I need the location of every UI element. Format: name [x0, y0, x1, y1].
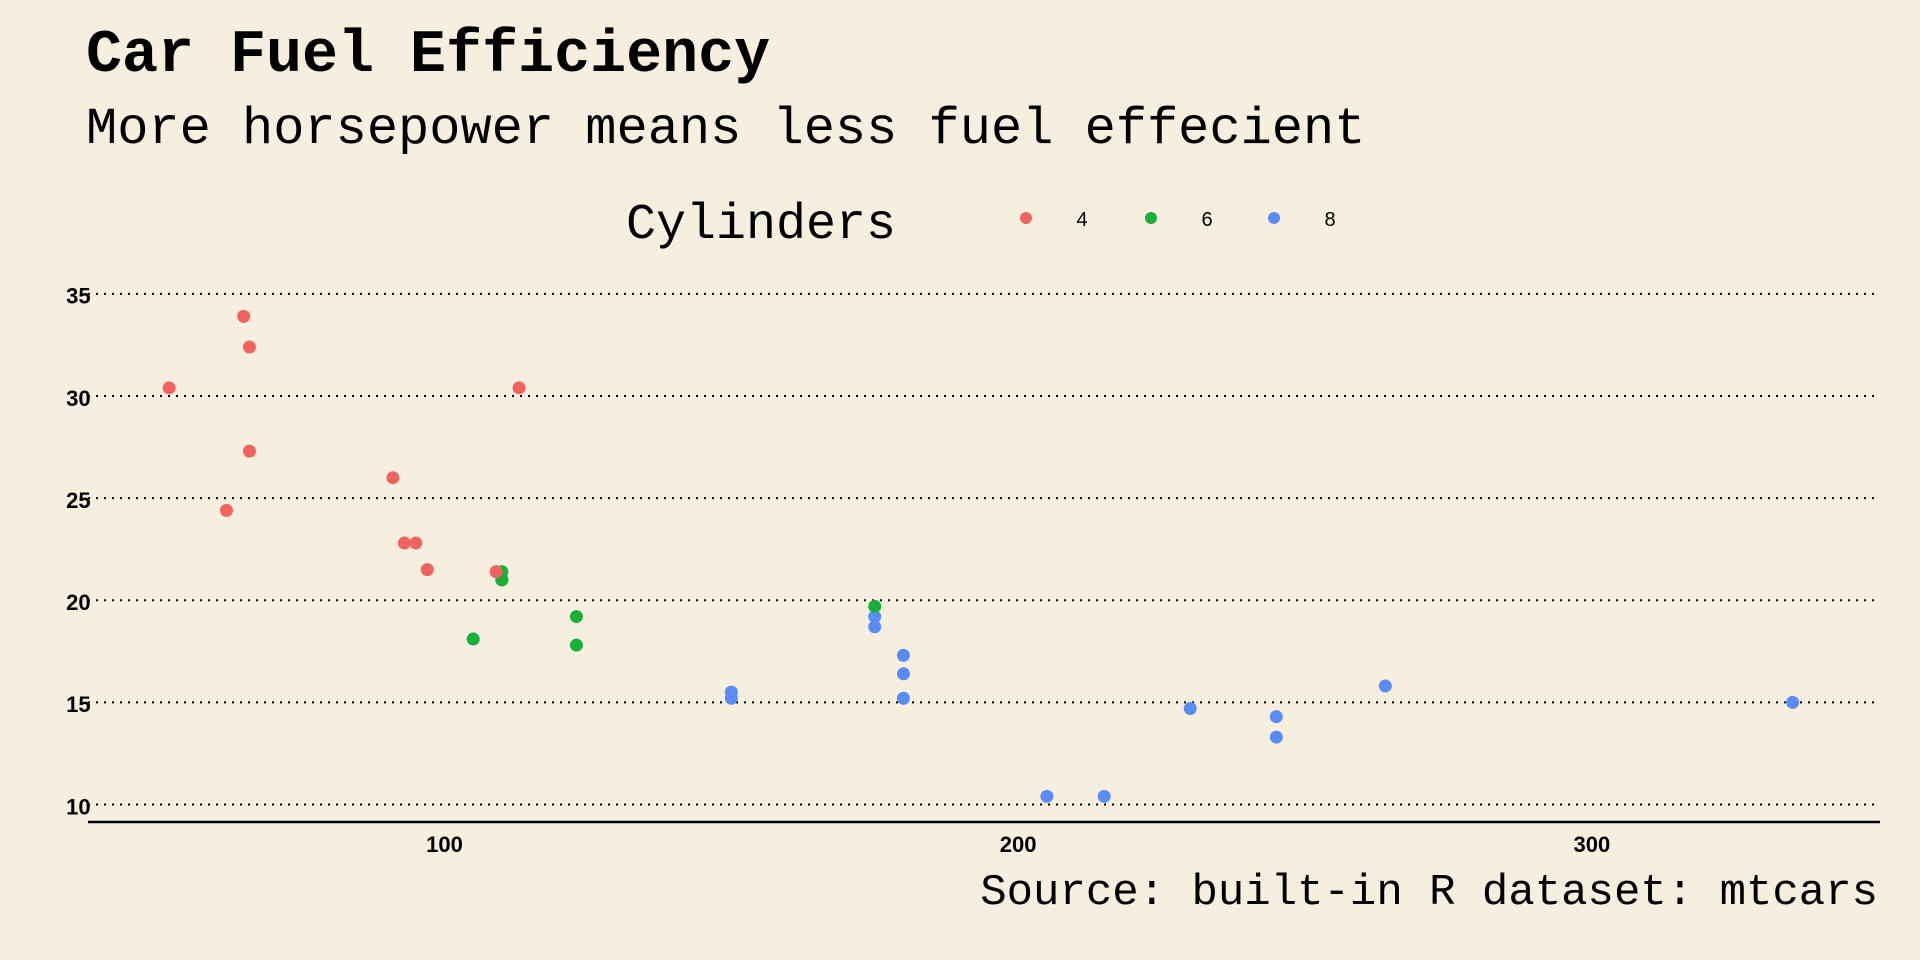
chart-title: Car Fuel Efficiency — [86, 22, 771, 90]
data-point-cyl-8 — [1378, 679, 1392, 693]
data-point-cyl-6 — [868, 599, 882, 613]
data-point-cyl-8 — [724, 691, 738, 705]
data-point-cyl-6 — [569, 610, 583, 624]
y-tick-label: 15 — [66, 692, 90, 717]
y-tick-label: 30 — [66, 386, 90, 411]
y-tick-label: 20 — [66, 590, 90, 615]
data-point-cyl-6 — [466, 632, 480, 646]
y-tick-label: 35 — [66, 284, 90, 309]
x-tick-label: 200 — [1000, 832, 1037, 857]
data-point-cyl-4 — [489, 565, 503, 579]
data-point-cyl-8 — [868, 610, 882, 624]
chart-subtitle: More horsepower means less fuel effecien… — [86, 100, 1366, 159]
legend-label-4: 4 — [1076, 209, 1087, 231]
data-point-cyl-4 — [242, 444, 256, 458]
legend-key-4 — [1020, 212, 1032, 224]
legend-key-8 — [1268, 212, 1280, 224]
data-point-cyl-8 — [1269, 710, 1283, 724]
data-point-cyl-8 — [1040, 789, 1054, 803]
data-point-cyl-4 — [237, 309, 251, 323]
chart-caption: Source: built-in R dataset: mtcars — [980, 868, 1878, 918]
data-point-cyl-8 — [1786, 695, 1800, 709]
legend-label-6: 6 — [1201, 209, 1212, 231]
legend-label-8: 8 — [1324, 209, 1335, 231]
data-point-cyl-6 — [569, 638, 583, 652]
data-point-cyl-4 — [219, 503, 233, 517]
data-point-cyl-4 — [512, 381, 526, 395]
data-point-cyl-8 — [896, 648, 910, 662]
y-tick-label: 10 — [66, 794, 90, 819]
y-tick-label: 25 — [66, 488, 90, 513]
data-point-cyl-8 — [1269, 730, 1283, 744]
data-point-cyl-4 — [397, 536, 411, 550]
data-point-cyl-4 — [386, 471, 400, 485]
legend-key-6 — [1145, 212, 1157, 224]
data-point-cyl-8 — [1097, 789, 1111, 803]
data-point-cyl-4 — [409, 536, 423, 550]
data-point-cyl-4 — [162, 381, 176, 395]
data-point-cyl-8 — [896, 691, 910, 705]
data-point-cyl-8 — [868, 620, 882, 634]
data-point-cyl-4 — [420, 563, 434, 577]
legend-title: Cylinders — [626, 197, 896, 254]
x-tick-label: 100 — [426, 832, 463, 857]
data-point-cyl-8 — [1183, 701, 1197, 715]
data-point-cyl-8 — [896, 667, 910, 681]
data-point-cyl-4 — [242, 340, 256, 354]
x-tick-label: 300 — [1573, 832, 1610, 857]
